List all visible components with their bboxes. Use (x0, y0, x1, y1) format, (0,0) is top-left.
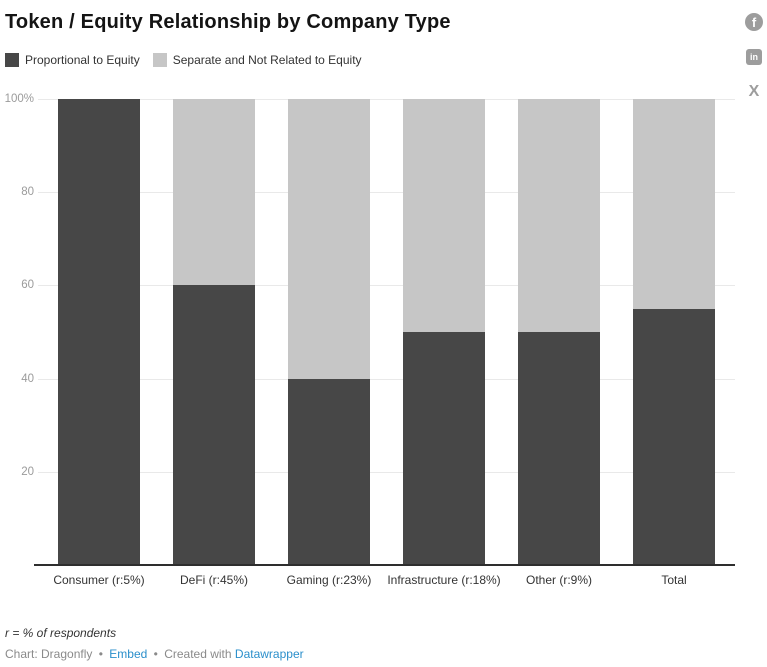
stacked-bar (58, 99, 140, 565)
chart-byline: Chart: Dragonfly • Embed • Created with … (5, 647, 304, 661)
chart-note: r = % of respondents (5, 626, 117, 640)
stacked-bar (633, 99, 715, 565)
y-axis-tick-label: 80 (21, 186, 34, 199)
x-axis-line (34, 564, 735, 566)
bar-segment-dark[interactable] (633, 308, 715, 565)
gridline (38, 99, 735, 100)
linkedin-share-button[interactable]: in (746, 49, 762, 65)
byline-source: Chart: Dragonfly (5, 647, 93, 661)
legend-item-proportional: Proportional to Equity (5, 53, 140, 67)
stacked-bar (403, 99, 485, 565)
legend-swatch-dark (5, 53, 19, 67)
legend-label: Separate and Not Related to Equity (172, 53, 362, 67)
x-axis-label: DeFi (r:45%) (179, 573, 248, 587)
facebook-share-button[interactable]: f (745, 13, 763, 31)
x-axis-label: Other (r:9%) (525, 573, 592, 587)
bar-segment-dark[interactable] (288, 378, 370, 565)
x-axis-label: Total (661, 573, 687, 587)
embed-link[interactable]: Embed (109, 647, 148, 661)
chart-legend: Proportional to Equity Separate and Not … (5, 53, 362, 67)
stacked-bar (518, 99, 600, 565)
facebook-icon: f (745, 13, 763, 31)
bar-segment-dark[interactable] (173, 285, 255, 565)
bar-segment-dark[interactable] (58, 99, 140, 565)
byline-separator: • (98, 647, 103, 661)
byline-separator: • (153, 647, 158, 661)
gridline (38, 285, 735, 287)
bar-segment-light[interactable] (173, 99, 255, 286)
bar-segment-light[interactable] (403, 99, 485, 332)
chart-title: Token / Equity Relationship by Company T… (5, 11, 451, 33)
bar-segment-light[interactable] (288, 99, 370, 379)
linkedin-icon: in (746, 49, 762, 65)
x-twitter-icon: X (748, 83, 760, 100)
x-axis-label: Consumer (r:5%) (53, 573, 145, 587)
datawrapper-link[interactable]: Datawrapper (234, 647, 304, 661)
y-axis-tick-label: 100% (4, 93, 34, 105)
bar-segment-dark[interactable] (403, 332, 485, 565)
y-axis-tick-label: 20 (21, 465, 34, 478)
legend-swatch-light (152, 53, 167, 67)
bar-segment-light[interactable] (518, 99, 600, 332)
bar-segment-dark[interactable] (518, 332, 600, 565)
x-axis-label: Gaming (r:23%) (286, 573, 372, 587)
plot-area (34, 99, 735, 566)
gridline (38, 378, 735, 380)
y-axis-tick-label: 40 (21, 372, 34, 385)
share-buttons: f in X (744, 13, 764, 101)
stacked-bar (173, 99, 255, 565)
legend-label: Proportional to Equity (25, 53, 140, 67)
x-share-button[interactable]: X (749, 83, 760, 101)
legend-item-separate: Separate and Not Related to Equity (152, 53, 362, 67)
x-axis-label: Infrastructure (r:18%) (387, 573, 501, 587)
byline-created-with: Created with (164, 647, 232, 661)
gridline (38, 192, 735, 194)
gridline (38, 471, 735, 473)
bar-segment-light[interactable] (633, 99, 715, 309)
stacked-bar (288, 99, 370, 565)
y-axis-tick-label: 60 (21, 279, 34, 292)
